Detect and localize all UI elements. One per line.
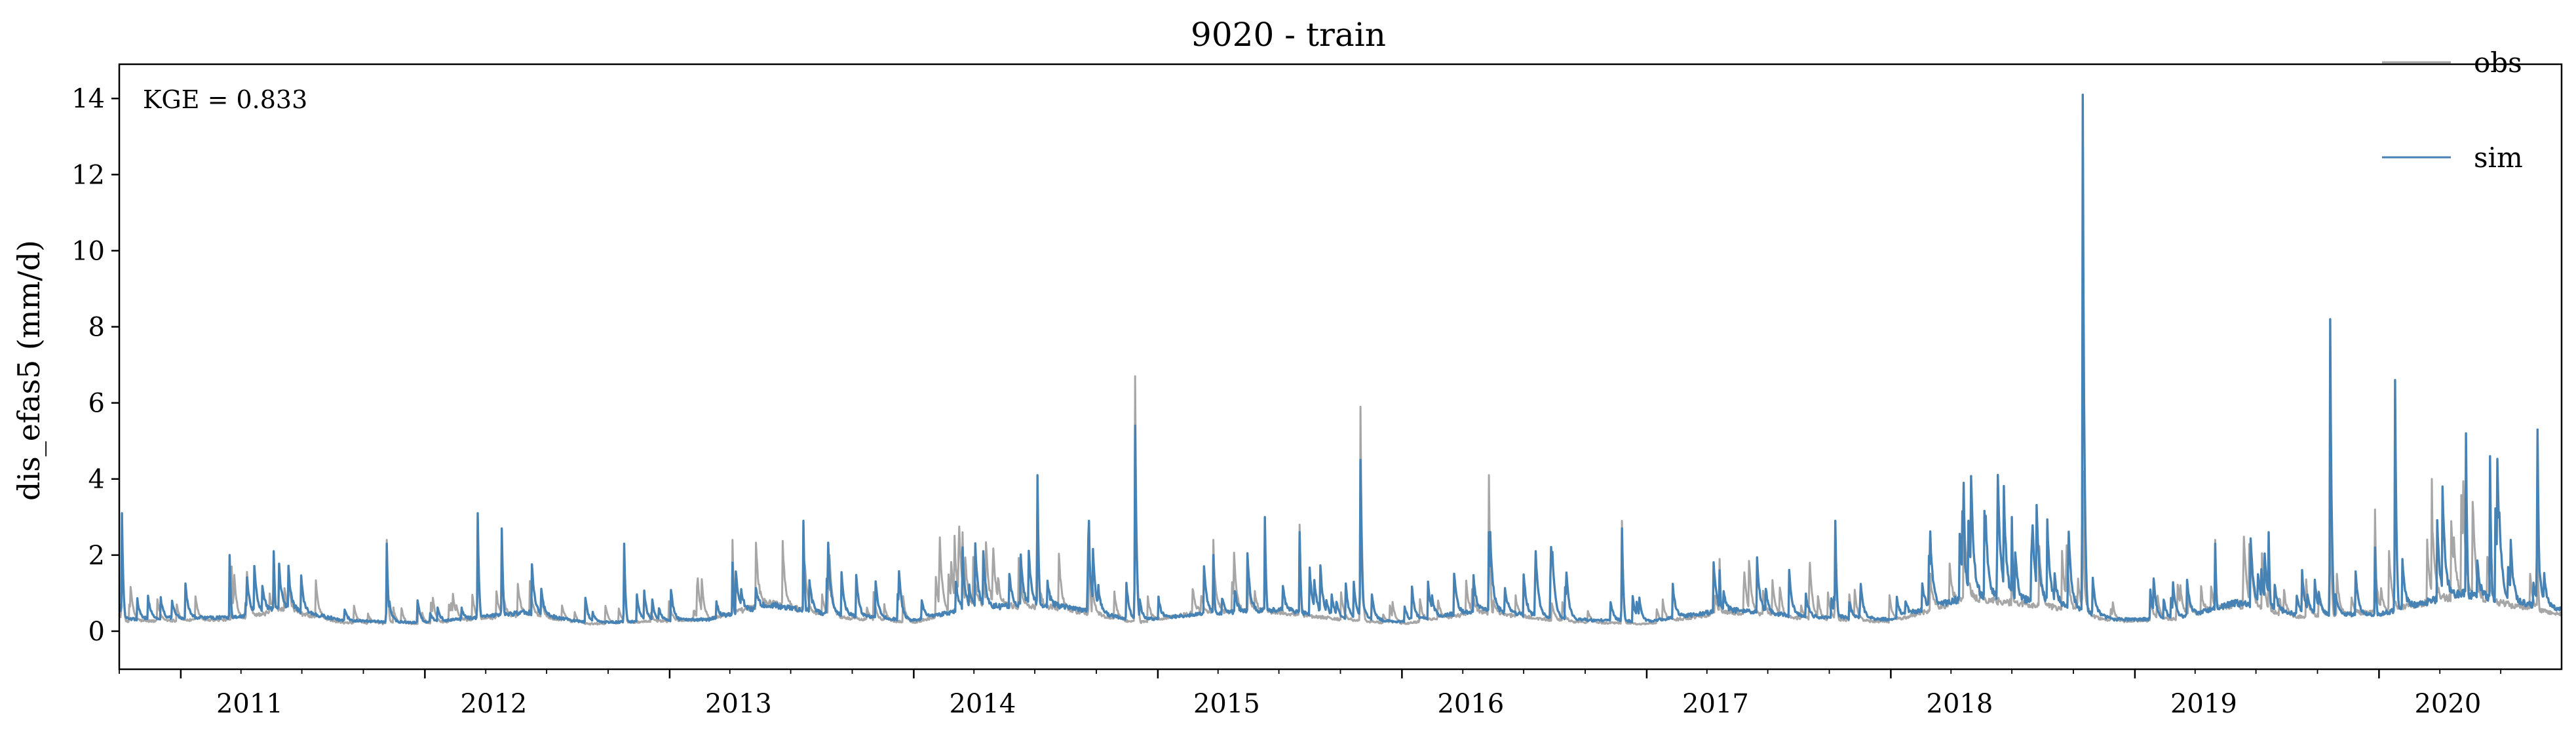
y-tick-label: 8	[88, 313, 105, 343]
chart-title: 9020 - train	[1191, 16, 1386, 54]
y-tick-label: 0	[88, 617, 105, 647]
x-tick-label: 2013	[705, 689, 772, 719]
x-tick-label: 2011	[216, 689, 283, 719]
legend-label-obs: obs	[2474, 47, 2522, 79]
x-tick-label: 2018	[1927, 689, 1993, 719]
x-tick-label: 2016	[1437, 689, 1504, 719]
x-tick-label: 2015	[1193, 689, 1260, 719]
y-axis-label: dis_efas5 (mm/d)	[11, 240, 47, 501]
y-tick-label: 14	[71, 84, 105, 114]
x-tick-label: 2012	[460, 689, 527, 719]
legend: obs sim	[2382, 47, 2523, 174]
y-axis: 0 2 4 6 8 10 12 14	[71, 84, 119, 647]
kge-annotation: KGE = 0.833	[143, 85, 307, 114]
x-tick-label: 2017	[1682, 689, 1749, 719]
y-tick-label: 6	[88, 389, 105, 419]
plot-area	[119, 93, 2562, 626]
y-tick-label: 12	[71, 160, 105, 190]
y-tick-label: 2	[88, 541, 105, 571]
y-tick-label: 4	[88, 465, 105, 495]
x-tick-label: 2020	[2414, 689, 2481, 719]
x-axis: 2011 2012 2013 2014 2015 2016 2017 2018 2019 2020	[119, 669, 2502, 719]
legend-label-sim: sim	[2474, 142, 2523, 174]
series-line-sim	[119, 93, 2562, 625]
x-tick-label: 2019	[2170, 689, 2237, 719]
series-layer	[119, 93, 2562, 626]
x-tick-label: 2014	[949, 689, 1016, 719]
y-tick-label: 10	[71, 236, 105, 266]
